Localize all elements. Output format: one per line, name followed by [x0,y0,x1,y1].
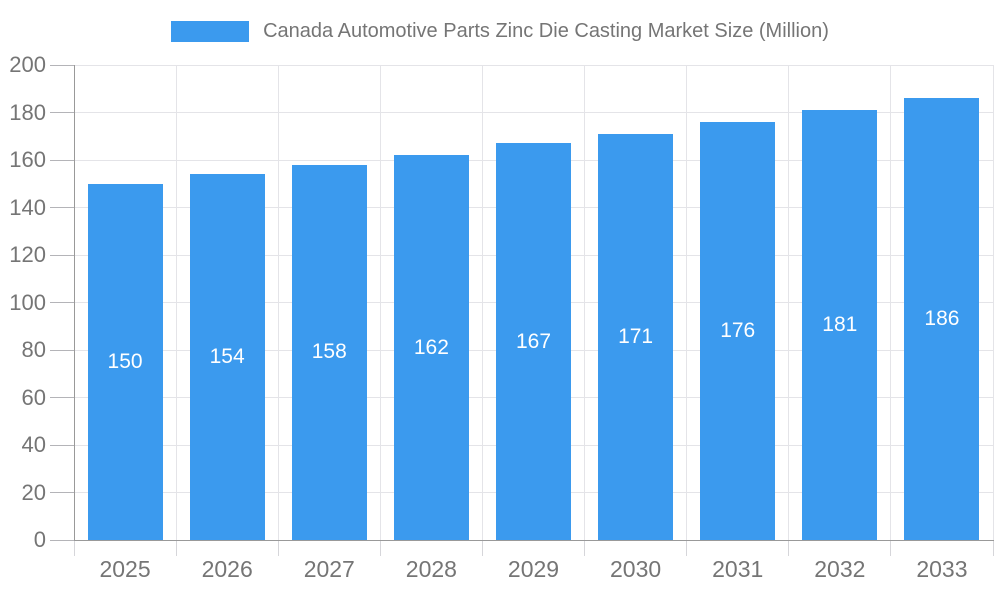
y-axis-tick [50,539,74,541]
x-axis-tick [175,540,177,556]
x-axis-tick [686,540,688,556]
y-tick-label: 80 [21,337,46,362]
y-grid-line [74,64,993,66]
y-axis-tick [50,64,74,66]
legend-label: Canada Automotive Parts Zinc Die Casting… [263,19,829,42]
bar-value-label-2032: 181 [822,313,858,337]
x-axis-tick [481,540,483,556]
x-grid-line [277,65,279,540]
x-axis-line [74,540,994,541]
y-tick-label: 140 [9,194,46,220]
bar-2029[interactable] [496,143,571,540]
y-tick-label: 180 [9,99,46,125]
legend-swatch [171,20,250,42]
y-axis-tick [50,397,74,398]
y-tick-label: 160 [9,147,46,172]
y-axis-tick [50,254,74,256]
x-grid-line [175,65,177,540]
x-tick-label-2033: 2033 [916,556,968,582]
x-tick-label-2031: 2031 [712,556,764,582]
y-tick-label: 60 [21,384,46,410]
y-tick-label: 20 [21,479,46,505]
x-axis-tick [992,540,994,556]
x-tick-label-2027: 2027 [303,556,355,582]
y-tick-label: 120 [9,242,46,267]
y-axis-tick [50,349,74,351]
x-axis-tick [73,540,75,556]
legend[interactable]: Canada Automotive Parts Zinc Die Casting… [0,16,1000,46]
y-tick-label: 0 [33,527,46,552]
bar-value-label-2026: 154 [209,345,245,369]
y-axis-tick [50,159,74,161]
bar-value-label-2030: 171 [618,324,654,348]
bar-value-label-2029: 167 [515,329,552,353]
x-tick-label-2025: 2025 [99,556,151,582]
y-tick-label: 200 [9,52,46,77]
bar-2028[interactable] [393,155,469,540]
x-grid-line [788,65,790,540]
bar-2027[interactable] [291,164,367,540]
x-tick-label-2029: 2029 [507,556,560,582]
y-axis-tick [50,112,74,113]
x-tick-label-2032: 2032 [814,556,866,582]
y-tick-label: 100 [9,289,46,315]
x-grid-line [686,65,688,540]
x-grid-line [481,65,483,540]
x-grid-line [992,65,994,540]
bar-2026[interactable] [189,174,265,540]
bar-value-label-2033: 186 [924,307,960,331]
y-grid-line [74,112,993,113]
y-axis-tick [50,492,74,493]
y-axis-line [74,65,75,540]
x-axis-tick [277,540,279,556]
bar-2025[interactable] [87,183,163,540]
x-axis-tick [379,540,381,556]
y-axis-tick [50,302,74,303]
x-axis-tick [584,540,586,556]
bar-2033[interactable] [904,98,980,540]
x-grid-line [890,65,892,540]
bar-value-label-2028: 162 [413,335,449,359]
x-grid-line [584,65,586,540]
x-axis-tick [788,540,790,556]
bar-value-label-2027: 158 [311,340,347,364]
x-tick-label-2026: 2026 [201,556,253,582]
y-axis-tick [50,207,74,208]
bar-value-label-2025: 150 [107,349,143,373]
bar-2030[interactable] [598,133,674,540]
x-tick-label-2030: 2030 [610,556,662,582]
x-axis-tick [890,540,892,556]
bar-value-label-2031: 176 [720,319,756,342]
x-tick-label-2028: 2028 [405,556,457,582]
x-grid-line [379,65,381,540]
bar-2032[interactable] [802,110,878,540]
bar-2031[interactable] [700,122,776,540]
y-axis-tick [50,444,74,446]
y-tick-label: 40 [21,432,46,457]
